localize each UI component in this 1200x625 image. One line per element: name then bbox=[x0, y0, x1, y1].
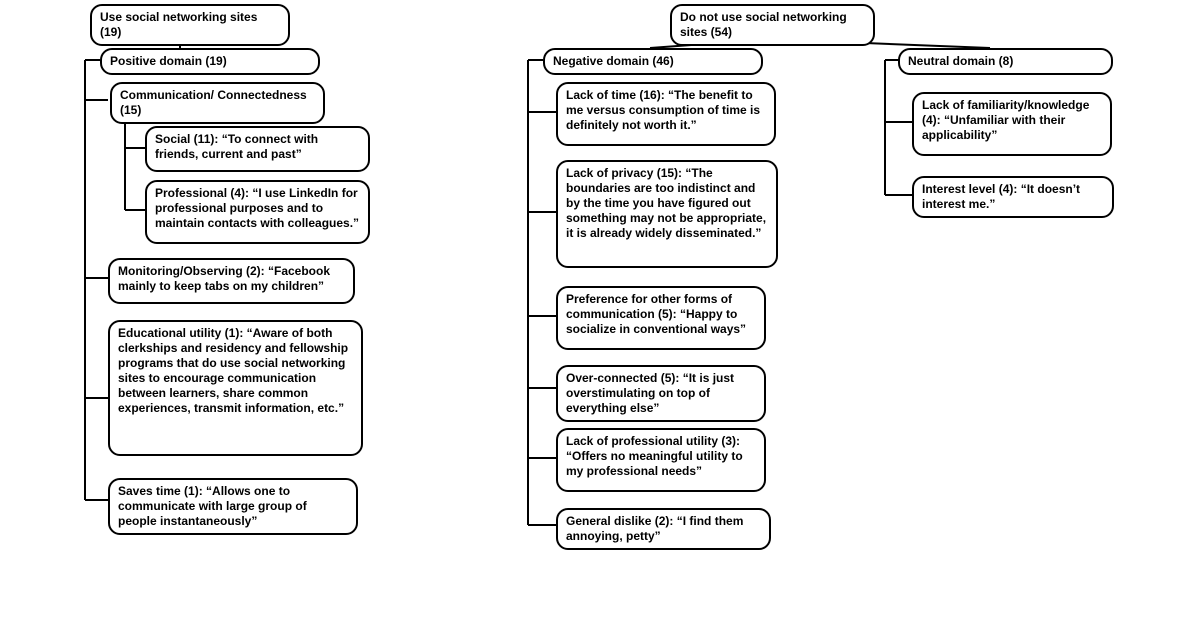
node-positive-domain: Positive domain (19) bbox=[100, 48, 320, 75]
node-neutral-domain: Neutral domain (8) bbox=[898, 48, 1113, 75]
node-monitoring: Monitoring/Observing (2): “Facebook main… bbox=[108, 258, 355, 304]
node-lack-familiarity: Lack of familiarity/knowledge (4): “Unfa… bbox=[912, 92, 1112, 156]
node-lack-time: Lack of time (16): “The benefit to me ve… bbox=[556, 82, 776, 146]
node-preference: Preference for other forms of communicat… bbox=[556, 286, 766, 350]
node-use-snw: Use social networking sites (19) bbox=[90, 4, 290, 46]
node-comm-connect: Communication/ Connectedness (15) bbox=[110, 82, 325, 124]
node-professional: Professional (4): “I use LinkedIn for pr… bbox=[145, 180, 370, 244]
node-over-connected: Over-connected (5): “It is just overstim… bbox=[556, 365, 766, 422]
node-lack-privacy: Lack of privacy (15): “The boundaries ar… bbox=[556, 160, 778, 268]
node-educational: Educational utility (1): “Aware of both … bbox=[108, 320, 363, 456]
node-general-dislike: General dislike (2): “I find them annoyi… bbox=[556, 508, 771, 550]
node-social: Social (11): “To connect with friends, c… bbox=[145, 126, 370, 172]
node-negative-domain: Negative domain (46) bbox=[543, 48, 763, 75]
node-do-not-use: Do not use social networking sites (54) bbox=[670, 4, 875, 46]
node-lack-prof-util: Lack of professional utility (3): “Offer… bbox=[556, 428, 766, 492]
node-interest-level: Interest level (4): “It doesn’t interest… bbox=[912, 176, 1114, 218]
node-saves-time: Saves time (1): “Allows one to communica… bbox=[108, 478, 358, 535]
